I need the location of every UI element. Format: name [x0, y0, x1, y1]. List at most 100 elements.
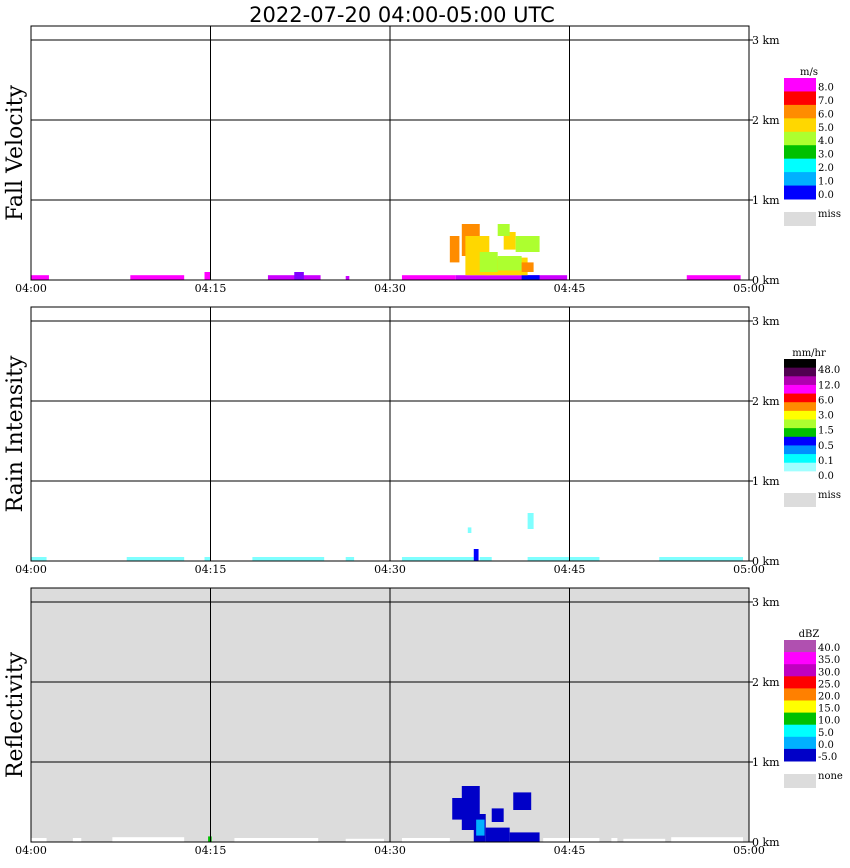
colorbar-swatch — [784, 384, 816, 395]
colorbar-swatch — [784, 462, 816, 472]
echo-mark — [497, 224, 510, 236]
colorbar-legend: dBZ 40.035.030.025.0 20.015.010.05.00.0-5.… — [784, 629, 843, 788]
height-tick-label: 0 km — [752, 555, 780, 568]
echo-mark — [252, 557, 325, 561]
colorbar-swatch — [784, 393, 816, 403]
height-tick-label: 2 km — [752, 114, 780, 127]
echo-mark — [345, 276, 350, 280]
echo-mark — [467, 527, 472, 533]
colorbar-swatch — [784, 118, 816, 133]
echo-mark — [345, 557, 355, 561]
echo-mark — [449, 236, 460, 263]
colorbar-label: 25.0 — [818, 679, 840, 690]
colorbar-swatch — [784, 376, 816, 386]
colorbar-label: 15.0 — [818, 704, 840, 715]
echo-mark — [208, 836, 212, 842]
colorbar-swatch — [784, 700, 816, 714]
echo-mark — [623, 838, 666, 842]
x-tick-label: 04:00 — [15, 282, 47, 295]
echo-mark — [686, 275, 741, 280]
colorbar-swatch — [784, 367, 816, 377]
missing-label: miss — [818, 209, 841, 220]
y-axis-label: Rain Intensity — [3, 355, 28, 512]
missing-label: miss — [818, 490, 841, 501]
echo-mark — [491, 808, 504, 822]
colorbar-swatch — [784, 471, 816, 481]
colorbar-label: 30.0 — [818, 667, 840, 678]
plot-frame — [30, 587, 750, 843]
x-tick-label: 04:30 — [374, 844, 406, 857]
colorbar-label: 5.0 — [818, 123, 834, 134]
height-tick-label: 3 km — [752, 596, 780, 609]
echo-mark — [521, 275, 540, 280]
x-tick-label: 04:00 — [15, 844, 47, 857]
colorbar-label: 0.0 — [818, 740, 834, 751]
echo-mark — [31, 557, 47, 561]
colorbar-label: 5.0 — [818, 728, 834, 739]
missing-swatch — [784, 212, 816, 226]
colorbar-swatch — [784, 78, 816, 92]
colorbar-label: 7.0 — [818, 96, 834, 107]
echo-mark — [476, 819, 485, 836]
colorbar-swatch — [784, 748, 816, 762]
colorbar-units: dBZ — [799, 629, 820, 640]
colorbar-label: 6.0 — [818, 395, 834, 406]
colorbar-swatch — [784, 736, 816, 750]
colorbar-label: 0.0 — [818, 471, 834, 482]
x-tick-label: 04:30 — [374, 282, 406, 295]
x-tick-label: 05:00 — [733, 282, 765, 295]
colorbar-label: 2.0 — [818, 163, 834, 174]
colorbar-label: 3.0 — [818, 150, 834, 161]
height-tick-label: 1 km — [752, 194, 780, 207]
panel-3: 04:00 04:15 04:30 04:45 05:00 3 km 2 km 1 km 0 k… — [3, 587, 843, 857]
colorbar-legend: m/s8.0 7.0 6.0 5.0 4.0 3.0 2.0 1.0 0.0 miss — [784, 67, 841, 226]
height-tick-label: 0 km — [752, 836, 780, 849]
echo-mark — [401, 275, 456, 280]
echo-mark — [513, 792, 532, 810]
colorbar-swatch — [784, 91, 816, 106]
echo-mark — [112, 837, 185, 842]
echo-mark — [31, 275, 49, 280]
echo-mark — [401, 557, 474, 561]
echo-mark — [527, 513, 534, 529]
colorbar-swatch — [784, 454, 816, 464]
colorbar-label: 40.0 — [818, 643, 840, 654]
colorbar-label: 20.0 — [818, 692, 840, 703]
echo-mark — [479, 557, 492, 561]
echo-mark — [401, 838, 450, 842]
panel-1: 04:00 04:15 04:30 04:45 05:00 3 km 2 km 1 km 0 k… — [3, 25, 841, 295]
colorbar-label: -5.0 — [818, 752, 837, 763]
echo-mark — [611, 838, 618, 842]
echo-mark — [543, 838, 600, 842]
colorbar-swatch — [784, 688, 816, 701]
plot-frame — [30, 25, 750, 281]
colorbar-label: 4.0 — [818, 136, 834, 147]
figure-title: 2022-07-20 04:00-05:00 UTC — [249, 3, 555, 27]
missing-swatch — [784, 493, 816, 507]
height-tick-label: 2 km — [752, 676, 780, 689]
x-tick-label: 04:15 — [195, 844, 227, 857]
x-tick-label: 04:45 — [554, 282, 586, 295]
colorbar-swatch — [784, 185, 816, 200]
colorbar-swatch — [784, 712, 816, 726]
colorbar-label: 0.5 — [818, 441, 834, 452]
colorbar-legend: mm/hr 48.0 12.0 6.0 3.0 1.5 0.5 0.1 0.0 miss — [784, 348, 841, 507]
colorbar-swatch — [784, 158, 816, 173]
colorbar-swatch — [784, 145, 816, 160]
echo-mark — [521, 262, 534, 272]
colorbar-swatch — [784, 172, 816, 187]
colorbar-swatch — [784, 652, 816, 665]
colorbar-swatch — [784, 428, 816, 438]
echo-mark — [503, 232, 516, 250]
x-tick-label: 05:00 — [733, 844, 765, 857]
echo-mark — [671, 837, 744, 842]
height-tick-label: 3 km — [752, 34, 780, 47]
colorbar-swatch — [784, 445, 816, 455]
colorbar-label: 10.0 — [818, 716, 840, 727]
colorbar-swatch — [784, 410, 816, 420]
echo-mark — [204, 272, 211, 280]
missing-label: none — [818, 771, 843, 782]
echo-mark — [455, 275, 568, 280]
colorbar-swatch — [784, 359, 816, 369]
colorbar-label: 8.0 — [818, 82, 834, 93]
